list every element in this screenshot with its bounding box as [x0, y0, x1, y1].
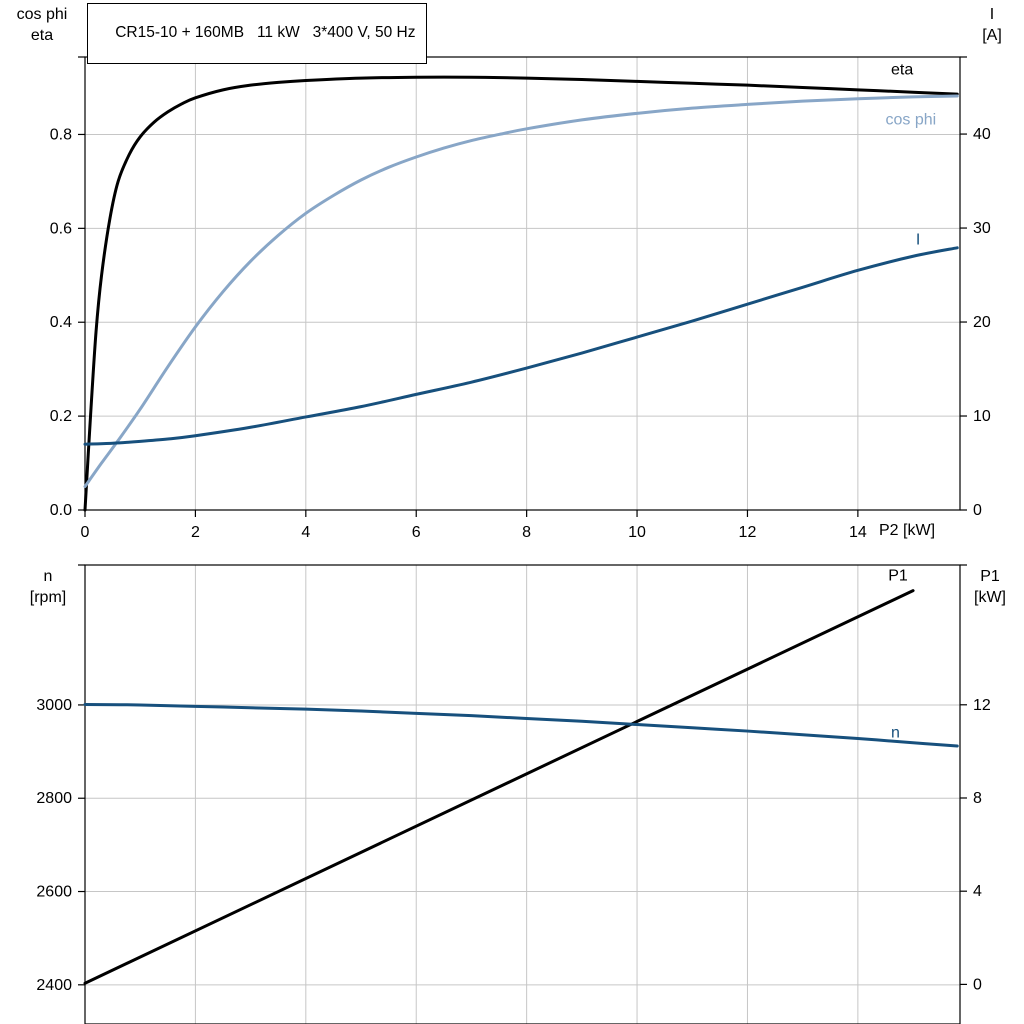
x-tick-label: 2 [191, 524, 200, 541]
series-label-P1: P1 [888, 567, 908, 584]
axis-title-line: P1 [980, 568, 1000, 585]
x-axis-label: P2 [kW] [879, 522, 936, 539]
right-tick-label: 4 [973, 883, 982, 900]
series-label-n: n [891, 724, 900, 741]
series-P1 [83, 589, 915, 985]
left-tick-label: 0.0 [50, 502, 72, 519]
plot-frame [84, 564, 961, 1024]
x-tick-label: 0 [81, 524, 90, 541]
x-tick-label: 4 [301, 524, 310, 541]
axis-title-line: [A] [982, 27, 1002, 44]
x-tick-label: 10 [628, 524, 646, 541]
chart-0: 0 2 4 6 8 10 12 14 0.0 0.2 0.4 0.6 0.8 0 10 20 30 40 eta co… [50, 56, 991, 541]
axis-title-line: I [989, 6, 995, 23]
left-tick-label: 2400 [36, 977, 72, 994]
axis-title-line: [kW] [974, 589, 1006, 606]
left-tick-label: 0.6 [50, 220, 72, 237]
x-tick-label: 14 [849, 524, 867, 541]
right-tick-label: 20 [973, 314, 991, 331]
series-n [83, 702, 959, 748]
series-label-I: I [916, 231, 920, 248]
x-tick-label: 6 [412, 524, 421, 541]
axis-title-input-power: P1 [kW] [962, 566, 1018, 608]
x-tick-label: 12 [739, 524, 757, 541]
axis-title-cosphi-eta: cos phi eta [4, 4, 80, 46]
plot-frame [84, 56, 961, 511]
axis-title-line: cos phi [16, 6, 68, 23]
left-tick-label: 0.8 [50, 126, 72, 143]
right-tick-label: 0 [973, 502, 982, 519]
chart-title-box: CR15-10 + 160MB 11 kW 3*400 V, 50 Hz [87, 3, 427, 64]
left-tick-label: 2600 [36, 884, 72, 901]
left-tick-label: 0.4 [50, 314, 72, 331]
axis-title-current: I [A] [966, 4, 1018, 46]
axis-title-line: eta [30, 27, 54, 44]
series-label-cos-phi: cos phi [885, 111, 936, 128]
left-tick-label: 3000 [36, 697, 72, 714]
axis-title-speed: n [rpm] [16, 566, 80, 608]
right-tick-label: 40 [973, 126, 991, 143]
chart-1: 2400 2600 2800 3000 0 4 8 12 P1 n [36, 564, 991, 1024]
series-I [83, 246, 959, 446]
series-label-eta: eta [891, 62, 913, 79]
right-tick-label: 0 [973, 976, 982, 993]
series-eta [83, 75, 959, 512]
left-tick-label: 0.2 [50, 408, 72, 425]
right-tick-label: 12 [973, 697, 991, 714]
left-tick-label: 2800 [36, 790, 72, 807]
right-tick-label: 8 [973, 790, 982, 807]
chart-title: CR15-10 + 160MB 11 kW 3*400 V, 50 Hz [115, 24, 416, 41]
right-tick-label: 30 [973, 220, 991, 237]
axis-title-line: n [43, 568, 53, 585]
x-tick-label: 8 [522, 524, 531, 541]
series-cos-phi [83, 94, 959, 489]
right-tick-label: 10 [973, 408, 991, 425]
axis-title-line: [rpm] [29, 589, 67, 606]
